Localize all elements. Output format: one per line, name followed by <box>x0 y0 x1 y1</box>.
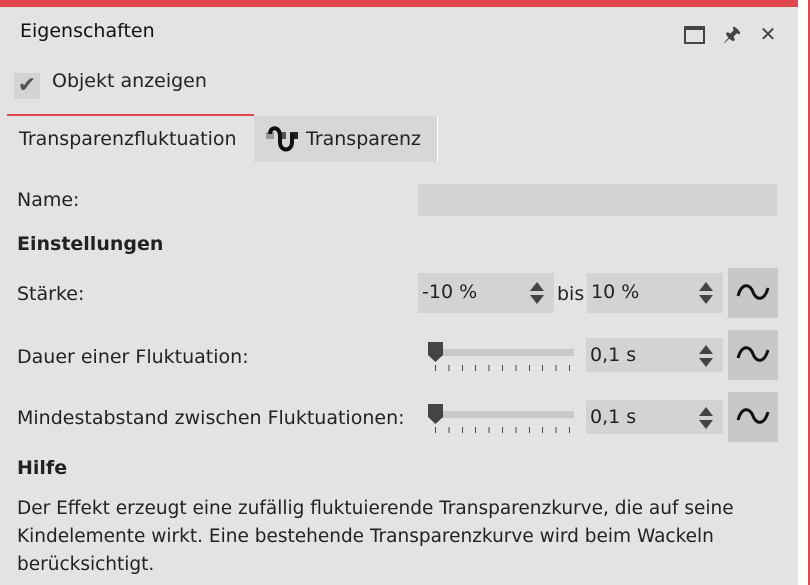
wave-icon <box>736 284 770 300</box>
slider-ticks <box>435 365 571 371</box>
slider-ticks <box>435 427 571 433</box>
settings-heading: Einstellungen <box>17 233 164 255</box>
spin-arrows-icon[interactable] <box>699 343 713 369</box>
duration-slider-thumb[interactable] <box>428 342 443 362</box>
strength-to-stepper[interactable]: 10 % <box>587 273 723 313</box>
min-gap-slider-thumb[interactable] <box>428 404 443 424</box>
wave-icon <box>736 346 770 362</box>
show-object-label: Objekt anzeigen <box>52 70 207 92</box>
strength-label: Stärke: <box>17 283 85 305</box>
duration-curve-button[interactable] <box>728 330 778 380</box>
min-gap-label: Mindestabstand zwischen Fluktuationen: <box>17 407 405 429</box>
spin-arrows-icon[interactable] <box>699 405 713 431</box>
duration-stepper[interactable]: 0,1 s <box>586 338 723 372</box>
help-text: Der Effekt erzeugt eine zufällig fluktui… <box>17 498 734 575</box>
spin-arrows-icon[interactable] <box>699 280 713 306</box>
show-object-checkbox[interactable]: ✔ <box>14 73 40 99</box>
bis-label: bis <box>557 283 585 305</box>
min-gap-slider[interactable] <box>435 411 574 418</box>
min-gap-curve-button[interactable] <box>728 392 778 442</box>
tab-transparenzfluktuation[interactable]: Transparenzfluktuation <box>7 114 254 160</box>
tab-label: Transparenzfluktuation <box>19 128 237 150</box>
name-input[interactable] <box>418 184 777 216</box>
window-border <box>808 0 810 585</box>
maximize-icon[interactable] <box>683 23 705 45</box>
spin-arrows-icon[interactable] <box>530 280 544 306</box>
strength-from-stepper[interactable]: -10 % <box>418 273 554 313</box>
duration-slider[interactable] <box>435 349 574 356</box>
strength-curve-button[interactable] <box>728 268 778 318</box>
panel-title: Eigenschaften <box>20 20 155 42</box>
min-gap-stepper[interactable]: 0,1 s <box>586 400 723 434</box>
tab-label: Transparenz <box>306 128 422 150</box>
close-icon[interactable]: ✕ <box>759 22 777 46</box>
help-heading: Hilfe <box>17 457 68 479</box>
duration-label: Dauer einer Fluktuation: <box>17 346 249 368</box>
tab-transparenz[interactable]: Transparenz <box>254 116 438 162</box>
pin-icon[interactable]: 🖈 <box>722 22 742 46</box>
transparency-curve-icon <box>266 126 298 152</box>
wave-icon <box>736 408 770 424</box>
name-label: Name: <box>17 189 80 211</box>
